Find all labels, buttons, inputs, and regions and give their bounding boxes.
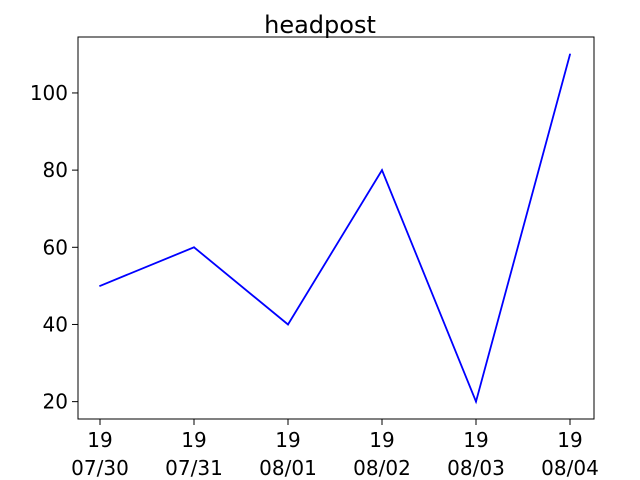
y-tick-label: 100 [30, 81, 68, 105]
data-point [569, 53, 571, 56]
y-tick-label: 60 [43, 235, 68, 259]
data-point [381, 169, 383, 172]
chart-title: headpost [264, 11, 376, 39]
x-tick-label: 19 [369, 428, 394, 452]
x-tick-label: 19 [463, 428, 488, 452]
x-tick-label: 08/02 [353, 456, 411, 480]
x-tick-label: 19 [181, 428, 206, 452]
data-point [475, 400, 477, 403]
x-tick-label: 07/31 [165, 456, 223, 480]
plot-area: 20 40 60 80 100 19 07/30 19 07/31 19 08/01 19 08/02 1… [30, 36, 599, 480]
y-tick-label: 40 [43, 312, 68, 336]
x-tick-label: 19 [557, 428, 582, 452]
x-tick-label: 07/30 [71, 456, 129, 480]
x-tick-label: 19 [275, 428, 300, 452]
x-tick-label: 08/01 [259, 456, 317, 480]
data-point [193, 246, 195, 249]
data-point [99, 284, 101, 287]
plot-frame [77, 36, 595, 420]
x-tick-label: 08/03 [447, 456, 505, 480]
series-line [99, 54, 571, 405]
x-tick-label: 19 [87, 428, 112, 452]
data-point [287, 323, 289, 326]
y-tick-label: 80 [43, 158, 68, 182]
y-tick-label: 20 [43, 390, 68, 414]
x-tick-label: 08/04 [541, 456, 599, 480]
